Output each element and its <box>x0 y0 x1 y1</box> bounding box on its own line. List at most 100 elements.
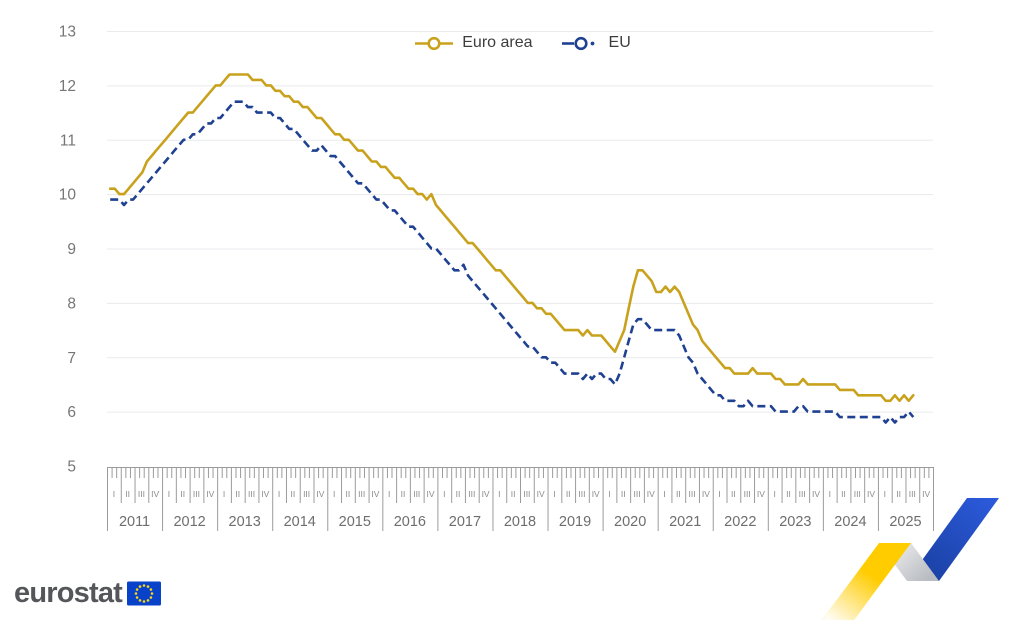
quarter-label: II <box>125 489 130 499</box>
quarter-label: II <box>456 489 461 499</box>
quarter-label: II <box>676 489 681 499</box>
quarter-label: II <box>401 489 406 499</box>
year-label: 2013 <box>229 514 261 530</box>
flag-star <box>138 599 142 602</box>
quarter-label: IV <box>261 489 269 499</box>
year-label: 2015 <box>339 514 371 530</box>
year-label: 2018 <box>504 514 536 530</box>
quarter-label: III <box>468 489 475 499</box>
quarter-label: II <box>731 489 736 499</box>
quarter-label: I <box>829 489 831 499</box>
quarter-label: III <box>248 489 255 499</box>
quarter-label: II <box>566 489 571 499</box>
legend-label-eu: EU <box>608 34 631 51</box>
legend-item-euro-area: Euro area <box>414 34 533 52</box>
quarter-label: III <box>799 489 806 499</box>
flag-star <box>138 585 142 588</box>
quarter-label: I <box>498 489 500 499</box>
quarter-label: IV <box>427 489 435 499</box>
year-label: 2019 <box>559 514 591 530</box>
quarter-label: I <box>443 489 445 499</box>
year-label: 2011 <box>119 514 150 530</box>
quarter-label: IV <box>922 489 930 499</box>
year-label: 2020 <box>614 514 646 530</box>
year-label: 2016 <box>394 514 426 530</box>
quarter-label: I <box>884 489 886 499</box>
flag-star <box>149 596 153 599</box>
quarter-label: II <box>346 489 351 499</box>
quarter-label: IV <box>867 489 875 499</box>
flag-star <box>146 585 150 588</box>
quarter-label: I <box>773 489 775 499</box>
quarter-label: III <box>413 489 420 499</box>
y-tick-label: 10 <box>59 187 77 204</box>
euro-area-line <box>108 73 915 403</box>
quarter-label: IV <box>647 489 655 499</box>
legend-item-eu: EU <box>561 34 631 52</box>
year-label: 2012 <box>173 514 205 530</box>
quarter-label: IV <box>537 489 545 499</box>
quarter-label: II <box>290 489 295 499</box>
quarter-label: III <box>909 489 916 499</box>
quarter-label: III <box>523 489 530 499</box>
year-label: 2014 <box>284 514 316 530</box>
year-label: 2023 <box>779 514 811 530</box>
quarter-label: IV <box>151 489 159 499</box>
y-tick-label: 5 <box>67 459 76 476</box>
quarter-label: III <box>854 489 861 499</box>
eu-line-marker-icon <box>561 36 601 51</box>
quarter-label: III <box>633 489 640 499</box>
quarter-label: III <box>358 489 365 499</box>
flag-star <box>142 584 146 587</box>
quarter-label: I <box>223 489 225 499</box>
quarter-label: I <box>278 489 280 499</box>
flag-star <box>135 596 139 599</box>
flag-star <box>134 592 138 595</box>
quarter-label: III <box>578 489 585 499</box>
quarter-label: IV <box>757 489 765 499</box>
quarter-label: II <box>896 489 901 499</box>
eu-flag-stars <box>134 584 154 603</box>
eu-flag-icon <box>127 581 162 606</box>
quarter-label: IV <box>702 489 710 499</box>
gridlines <box>107 31 933 413</box>
quarter-label: IV <box>812 489 820 499</box>
quarter-label: I <box>168 489 170 499</box>
quarter-label: I <box>388 489 390 499</box>
y-tick-label: 7 <box>67 350 76 367</box>
flag-star <box>146 599 150 602</box>
y-tick-label: 11 <box>60 132 76 149</box>
flag-star <box>135 588 139 591</box>
eu-line <box>110 100 915 424</box>
quarter-label: III <box>193 489 200 499</box>
flag-star <box>142 600 146 603</box>
quarter-label: II <box>621 489 626 499</box>
year-label: 2017 <box>449 514 481 530</box>
y-tick-label: 6 <box>67 404 76 421</box>
y-axis-labels: 5 6 7 8 9 10 11 12 13 <box>59 24 77 476</box>
y-tick-label: 8 <box>67 295 76 312</box>
quarter-label: II <box>841 489 846 499</box>
flag-star <box>149 588 153 591</box>
y-tick-label: 12 <box>59 78 76 95</box>
quarter-label: IV <box>371 489 379 499</box>
year-label: 2021 <box>669 514 701 530</box>
year-label: 2025 <box>889 514 921 530</box>
quarter-label: I <box>553 489 555 499</box>
quarter-label: IV <box>592 489 600 499</box>
year-label: 2022 <box>724 514 756 530</box>
legend-marker-svg <box>561 36 594 50</box>
quarter-label: IV <box>316 489 324 499</box>
quarter-label: II <box>786 489 791 499</box>
quarter-label: II <box>511 489 516 499</box>
quarter-label: II <box>180 489 185 499</box>
quarter-label: I <box>718 489 720 499</box>
quarter-label: II <box>235 489 240 499</box>
quarter-label: IV <box>482 489 490 499</box>
quarter-label: III <box>138 489 145 499</box>
quarter-label: I <box>113 489 115 499</box>
quarter-label: I <box>663 489 665 499</box>
